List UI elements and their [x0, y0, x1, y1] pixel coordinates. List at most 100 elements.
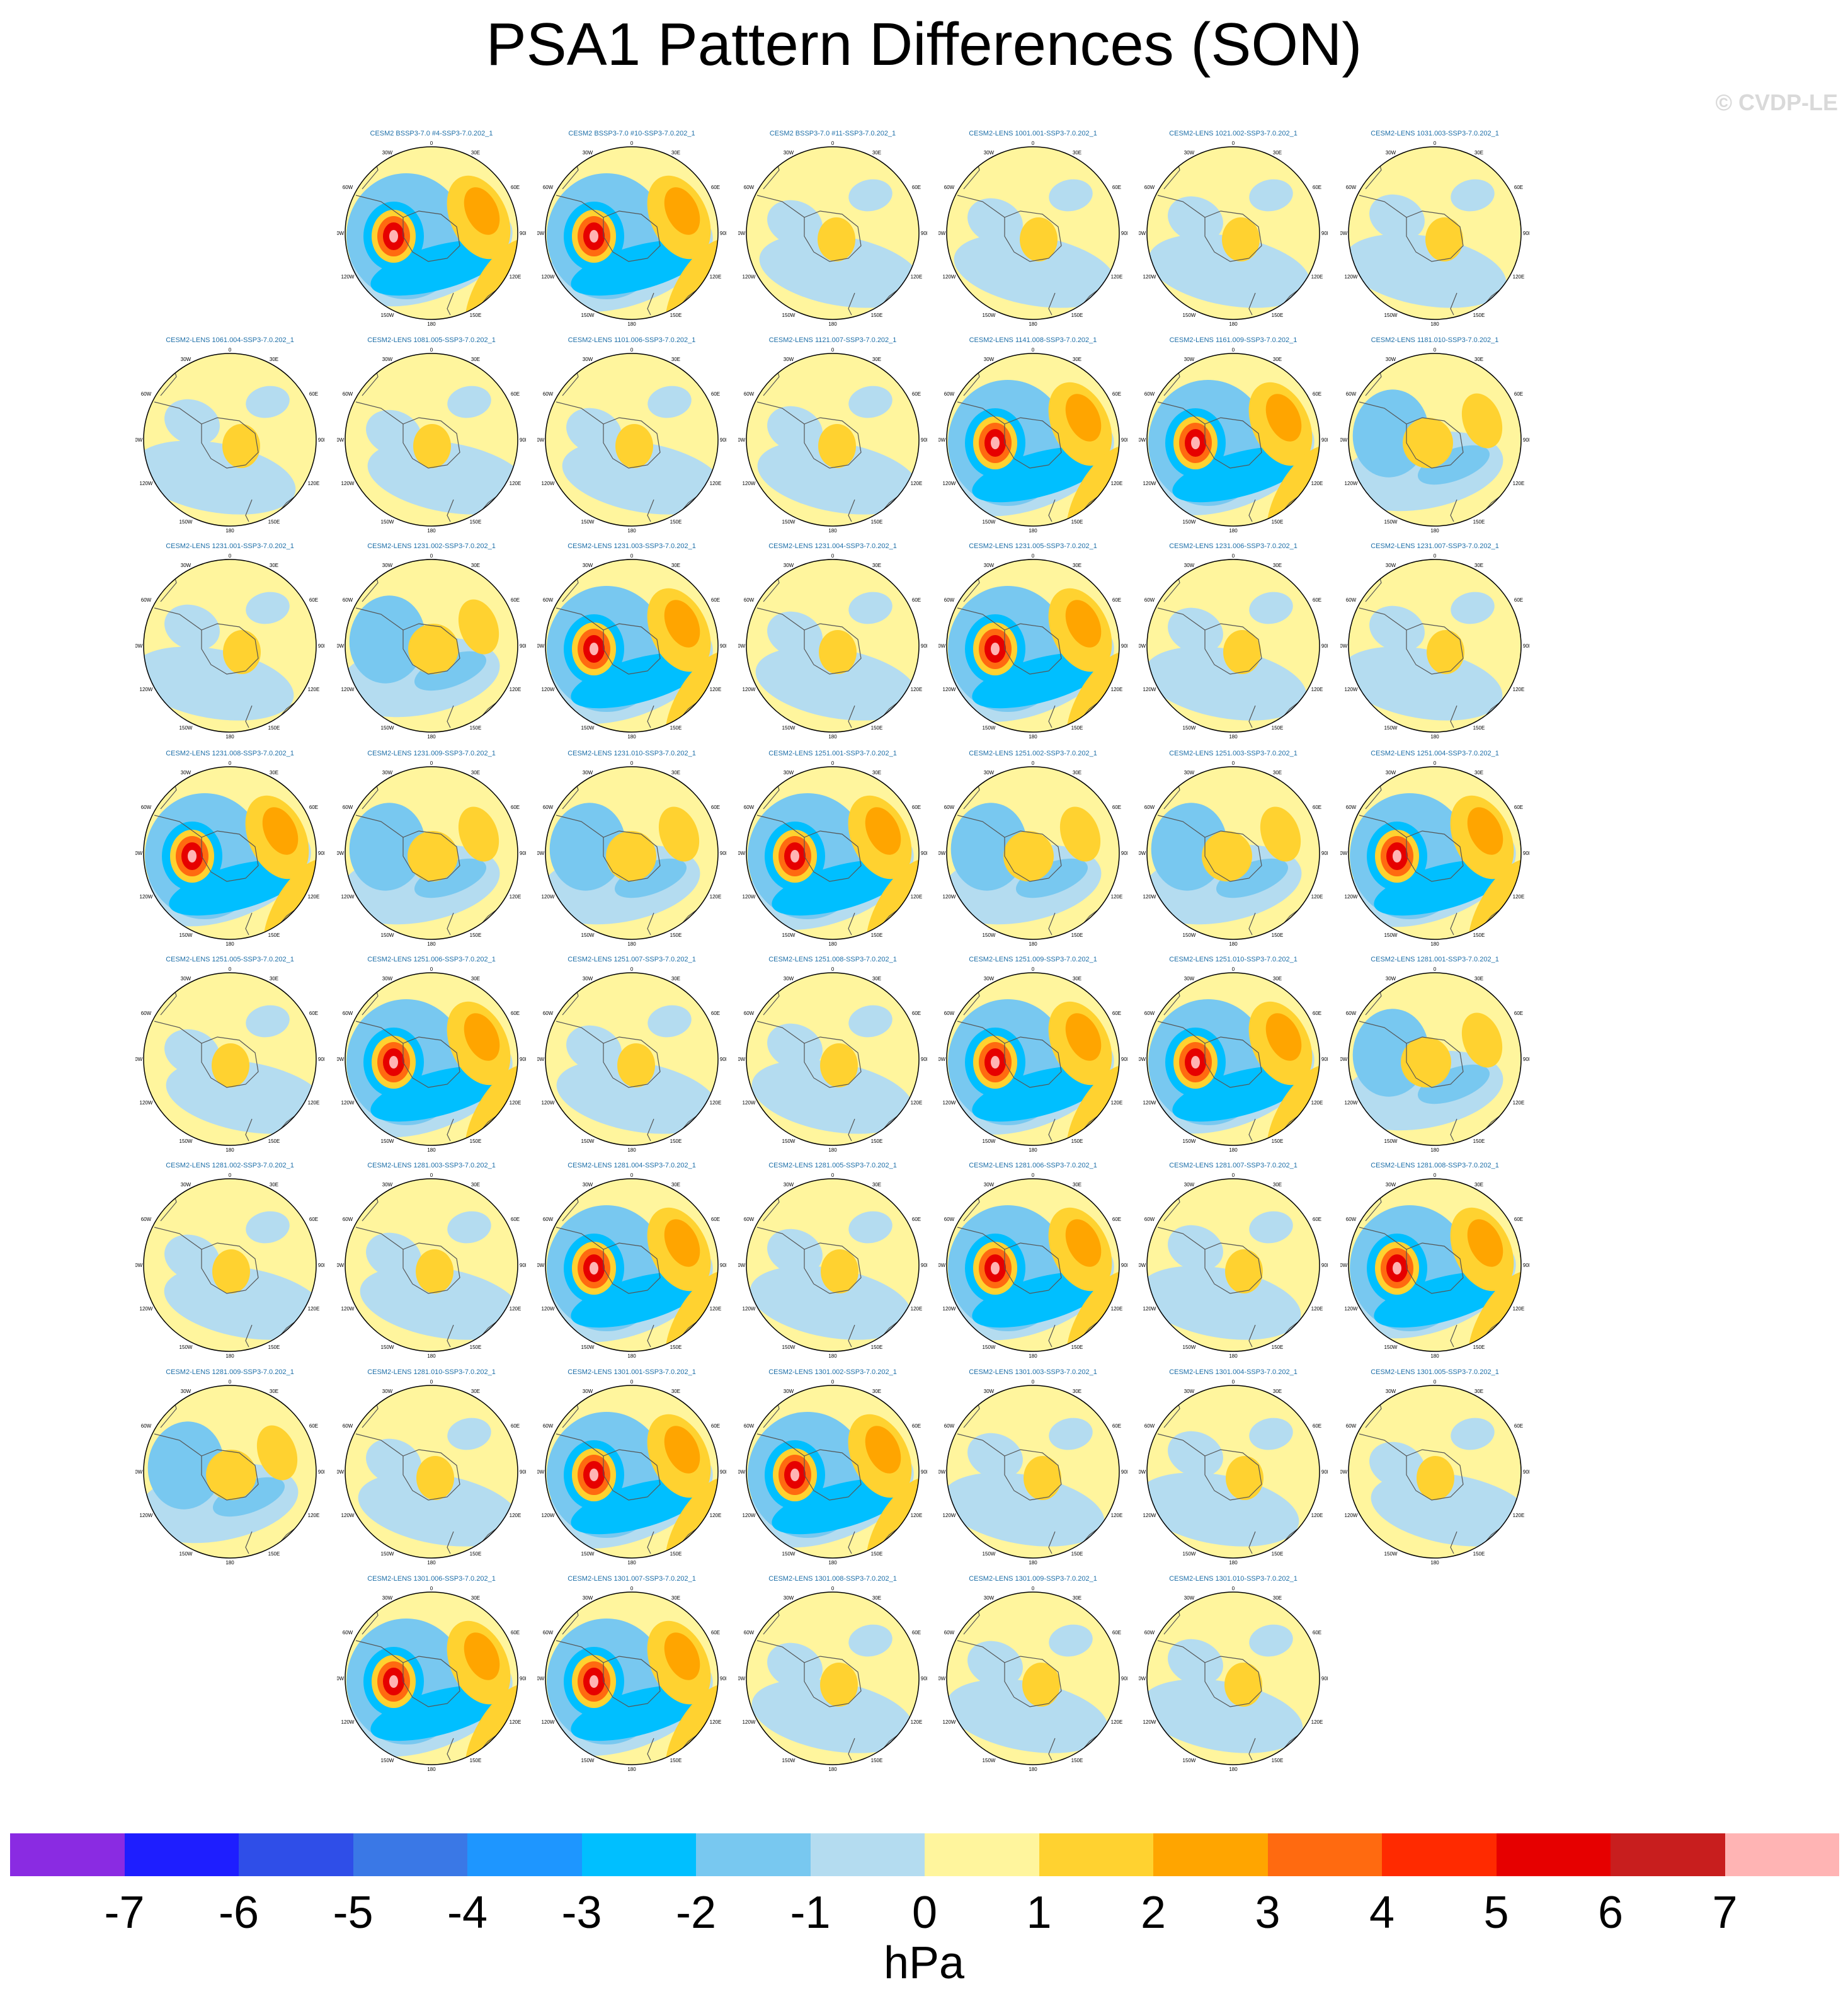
positive-anomaly-region [821, 1249, 858, 1293]
positive-anomaly-region [1022, 1663, 1060, 1707]
antarctica-coastline [1004, 417, 1062, 469]
longitude-label: 180 [828, 321, 837, 327]
new-zealand-coastline [1450, 705, 1457, 728]
longitude-label: 120W [943, 481, 956, 486]
positive-anomaly-region [820, 1043, 858, 1087]
longitude-label: 90W [938, 1469, 946, 1475]
longitude-label: 90W [337, 643, 345, 649]
colorbar-segment [1039, 1833, 1153, 1876]
longitude-label: 150E [470, 1138, 482, 1144]
longitude-label: 150E [871, 1758, 883, 1763]
antarctica-coastline [1004, 1036, 1062, 1088]
longitude-label: 180 [1430, 1560, 1439, 1566]
colorbar-segment [467, 1833, 582, 1876]
positive-anomaly-core [1461, 393, 1503, 449]
peninsula-coastline [957, 401, 1005, 425]
negative-anomaly-region [1168, 196, 1223, 243]
longitude-label: 30W [1386, 150, 1396, 156]
longitude-label: 60W [1346, 185, 1357, 190]
peninsula-coastline [756, 607, 805, 631]
longitude-label: 60E [1313, 805, 1321, 810]
longitude-label: 30E [270, 1182, 278, 1188]
map-panel: CESM2-LENS 1231.005-SSP3-7.0.202_1 0 180 30… [938, 542, 1127, 750]
negative-anomaly-patch [848, 1624, 893, 1657]
longitude-label: 60W [543, 391, 554, 397]
antarctica-coastline [804, 417, 862, 469]
pressure-anomaly-field [1349, 559, 1521, 732]
negative-anomaly-patch [1049, 1624, 1093, 1657]
longitude-label: 60E [711, 1011, 720, 1016]
positive-anomaly-core [1260, 806, 1301, 862]
negative-anomaly-region [767, 1229, 823, 1275]
longitude-label: 0 [1434, 966, 1437, 972]
longitude-label: 120W [341, 1100, 355, 1106]
map-panel: CESM2-LENS 1001.001-SSP3-7.0.202_1 0 180 30… [938, 130, 1127, 338]
map-panel: CESM2-LENS 1231.007-SSP3-7.0.202_1 0 180 30… [1340, 542, 1529, 750]
negative-anomaly-patch [1249, 1624, 1293, 1657]
map-panel: CESM2-LENS 1281.001-SSP3-7.0.202_1 0 180 30… [1340, 956, 1529, 1164]
longitude-label: 30W [181, 1182, 191, 1188]
longitude-label: 30E [1273, 150, 1282, 156]
longitude-label: 150E [1473, 1344, 1485, 1350]
panel-title: CESM2-LENS 1301.003-SSP3-7.0.202_1 [969, 1368, 1097, 1376]
new-zealand-coastline [1048, 1738, 1056, 1761]
negative-anomaly-core [370, 239, 505, 296]
new-zealand-coastline [447, 705, 454, 728]
antarctica-coastline [1204, 210, 1262, 262]
longitude-label: 60W [141, 391, 152, 397]
longitude-label: 60E [912, 1217, 921, 1222]
pressure-anomaly-field [144, 353, 316, 526]
longitude-label: 30W [181, 976, 191, 982]
positive-anomaly-region [212, 1043, 249, 1087]
colorbar-tick-label: 3 [1255, 1888, 1280, 1938]
longitude-label: 120E [710, 481, 722, 486]
positive-anomaly-region [617, 1043, 655, 1087]
pressure-anomaly-field [947, 1592, 1119, 1765]
longitude-label: 30E [872, 150, 881, 156]
longitude-label: 150E [670, 519, 682, 525]
longitude-label: 30E [270, 770, 278, 776]
pressure-anomaly-field [947, 353, 1119, 526]
antarctica-coastline [804, 210, 862, 262]
antarctica-coastline [603, 417, 661, 469]
longitude-label: 120E [1311, 1306, 1323, 1312]
longitude-label: 0 [1232, 1586, 1235, 1591]
negative-anomaly-band [562, 440, 718, 515]
negative-anomaly-patch [1451, 179, 1495, 212]
longitude-label: 30E [872, 976, 881, 982]
longitude-label: 30W [583, 1182, 593, 1188]
longitude-label: 150E [1071, 932, 1083, 938]
map-border [946, 972, 1120, 1146]
map-border [545, 1385, 719, 1559]
antarctica-coastline [603, 830, 661, 882]
negative-anomaly-patch [1249, 592, 1293, 624]
pressure-anomaly-field [746, 147, 919, 319]
longitude-label: 120W [1143, 274, 1156, 280]
longitude-label: 120E [510, 1306, 522, 1312]
antarctica-coastline [603, 1449, 661, 1501]
longitude-label: 90W [1340, 643, 1348, 649]
longitude-label: 120W [1345, 894, 1358, 900]
longitude-label: 120E [510, 481, 522, 486]
longitude-label: 60E [912, 1630, 921, 1636]
map-panel: CESM2-LENS 1281.010-SSP3-7.0.202_1 0 180 30… [337, 1368, 526, 1576]
map-border [946, 1178, 1120, 1352]
new-zealand-coastline [848, 1324, 855, 1348]
longitude-label: 60W [343, 1011, 353, 1016]
longitude-label: 120W [542, 1100, 555, 1106]
longitude-label: 150W [983, 312, 996, 318]
positive-anomaly-core [1065, 600, 1102, 648]
longitude-label: 90W [1139, 643, 1146, 649]
map-border [345, 146, 518, 320]
peninsula-coastline [957, 1227, 1005, 1250]
longitude-label: 30W [1386, 357, 1396, 362]
longitude-label: 30E [1474, 1389, 1483, 1394]
colorbar-segment [810, 1833, 925, 1876]
longitude-label: 90W [938, 643, 946, 649]
pressure-anomaly-field [545, 1179, 718, 1351]
negative-anomaly-core [772, 1478, 906, 1535]
peninsula-coastline [957, 607, 1005, 631]
longitude-label: 180 [627, 528, 636, 534]
longitude-label: 30W [1184, 1182, 1195, 1188]
longitude-label: 150E [871, 725, 883, 731]
